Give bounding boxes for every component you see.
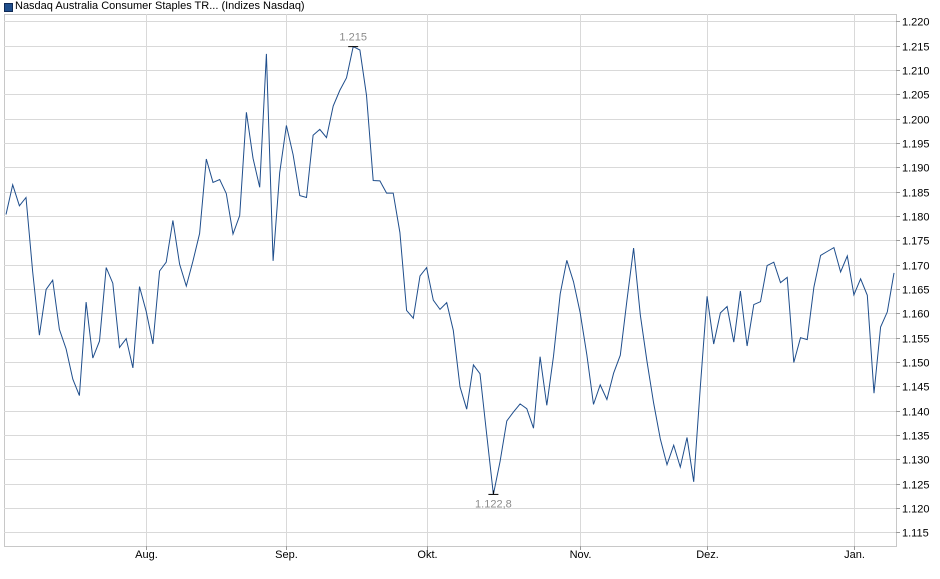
y-tick-label: 1.180 bbox=[902, 212, 930, 224]
series bbox=[5, 45, 895, 495]
y-tick-label: 1.190 bbox=[902, 163, 930, 175]
y-tick-label: 1.210 bbox=[902, 66, 930, 78]
max-label: 1.215 bbox=[339, 32, 367, 44]
legend-swatch bbox=[4, 3, 13, 12]
y-tick-label: 1.160 bbox=[902, 309, 930, 321]
y-tick-label: 1.135 bbox=[902, 431, 930, 443]
y-tick-label: 1.215 bbox=[902, 42, 930, 54]
y-tick-label: 1.120 bbox=[902, 504, 930, 516]
x-tick-label: Aug. bbox=[135, 549, 158, 561]
plot-frame bbox=[4, 14, 897, 547]
y-tick-label: 1.165 bbox=[902, 285, 930, 297]
min-label: 1.122,8 bbox=[475, 498, 512, 510]
x-tick-label: Dez. bbox=[696, 549, 719, 561]
legend-label: Nasdaq Australia Consumer Staples TR... … bbox=[15, 0, 305, 12]
y-tick-label: 1.200 bbox=[902, 115, 930, 127]
axis: 1.115 1.120 1.125 1.130 1.135 1.140 1.145 1.150… bbox=[135, 17, 929, 562]
y-tick-label: 1.220 bbox=[902, 17, 930, 29]
x-tick-label: Sep. bbox=[275, 549, 298, 561]
x-tick-label: Okt. bbox=[417, 549, 437, 561]
y-tick-label: 1.170 bbox=[902, 261, 930, 273]
y-tick-label: 1.140 bbox=[902, 407, 930, 419]
y-tick-label: 1.145 bbox=[902, 382, 930, 394]
y-tick-label: 1.205 bbox=[902, 90, 930, 102]
y-tick-label: 1.115 bbox=[902, 528, 929, 540]
annotations: 1.215 1.122,8 bbox=[339, 32, 511, 511]
x-tick-label: Nov. bbox=[570, 549, 592, 561]
y-tick-label: 1.195 bbox=[902, 139, 930, 151]
grid bbox=[4, 14, 897, 547]
y-tick-label: 1.185 bbox=[902, 188, 930, 200]
y-tick-label: 1.155 bbox=[902, 334, 930, 346]
y-tick-label: 1.150 bbox=[902, 358, 930, 370]
y-tick-label: 1.125 bbox=[902, 480, 930, 492]
y-tick-label: 1.130 bbox=[902, 455, 930, 467]
x-tick-label: Jan. bbox=[844, 549, 865, 561]
y-tick-label: 1.175 bbox=[902, 236, 930, 248]
series-line bbox=[5, 45, 895, 495]
